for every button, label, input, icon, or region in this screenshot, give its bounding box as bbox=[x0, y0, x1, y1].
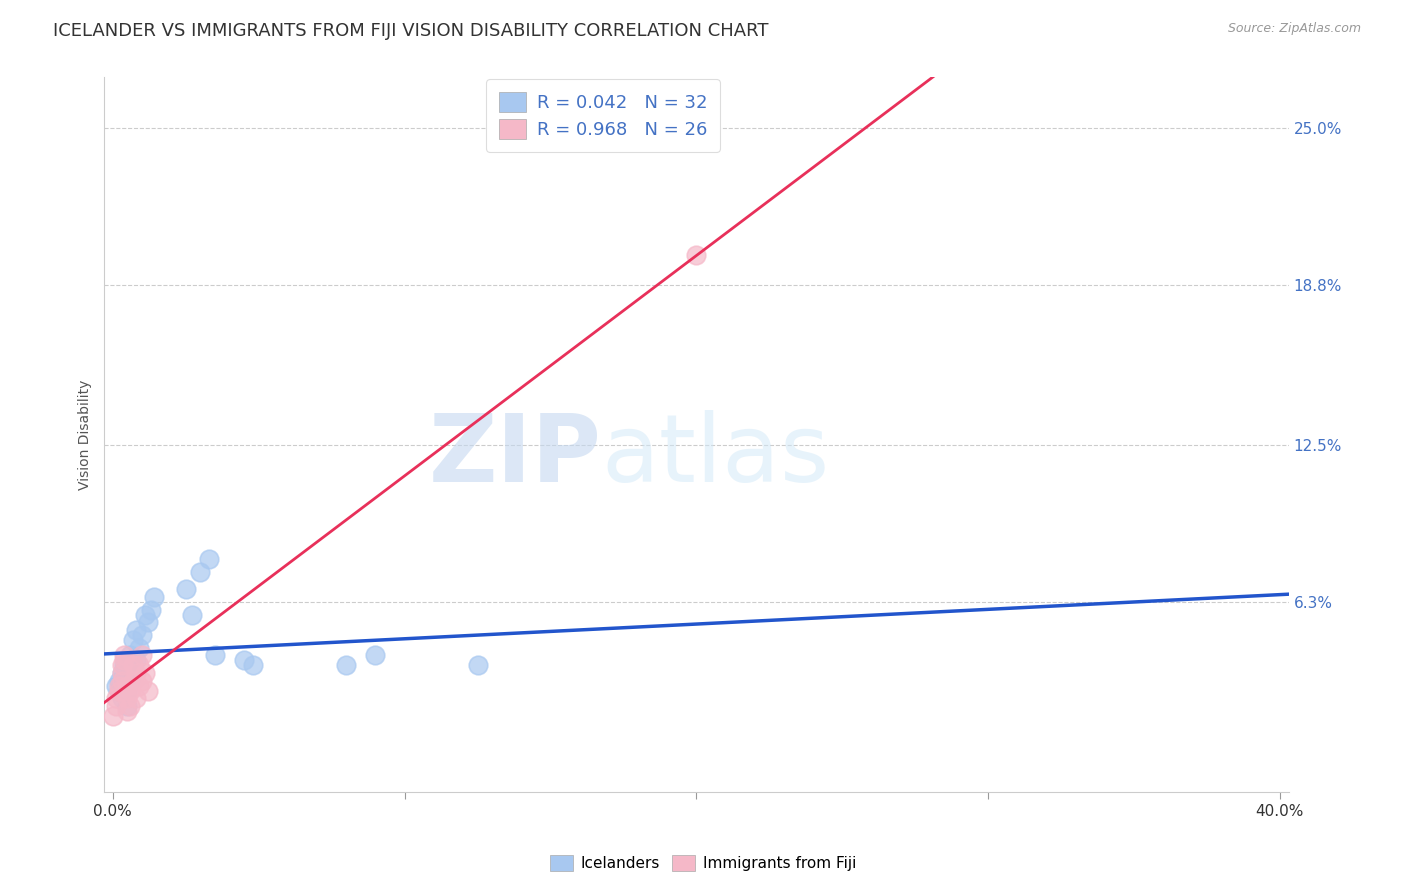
Point bbox=[335, 658, 357, 673]
Point bbox=[198, 552, 221, 566]
Point bbox=[242, 658, 264, 673]
Point bbox=[122, 673, 145, 688]
Point bbox=[120, 673, 142, 688]
Point bbox=[114, 679, 136, 693]
Point bbox=[117, 691, 139, 706]
Point bbox=[104, 699, 127, 714]
Point bbox=[110, 658, 132, 673]
Point bbox=[131, 673, 153, 688]
Point bbox=[128, 679, 150, 693]
Point bbox=[685, 248, 707, 262]
Point bbox=[131, 648, 153, 663]
Point bbox=[180, 607, 202, 622]
Text: ZIP: ZIP bbox=[429, 410, 602, 502]
Point bbox=[110, 691, 132, 706]
Text: Source: ZipAtlas.com: Source: ZipAtlas.com bbox=[1227, 22, 1361, 36]
Point bbox=[122, 658, 145, 673]
Point bbox=[136, 615, 159, 630]
Point bbox=[233, 653, 256, 667]
Point bbox=[104, 691, 127, 706]
Point bbox=[188, 565, 211, 579]
Point bbox=[122, 633, 145, 648]
Point bbox=[117, 699, 139, 714]
Point bbox=[120, 648, 142, 663]
Point bbox=[120, 683, 142, 698]
Point bbox=[134, 607, 156, 622]
Point bbox=[134, 666, 156, 681]
Point bbox=[117, 683, 139, 698]
Y-axis label: Vision Disability: Vision Disability bbox=[79, 380, 93, 490]
Point bbox=[114, 653, 136, 667]
Point bbox=[204, 648, 226, 663]
Point bbox=[128, 658, 150, 673]
Point bbox=[139, 603, 162, 617]
Point bbox=[122, 658, 145, 673]
Point bbox=[125, 691, 148, 706]
Point bbox=[114, 658, 136, 673]
Point bbox=[110, 666, 132, 681]
Legend: Icelanders, Immigrants from Fiji: Icelanders, Immigrants from Fiji bbox=[544, 849, 862, 877]
Legend: R = 0.042   N = 32, R = 0.968   N = 26: R = 0.042 N = 32, R = 0.968 N = 26 bbox=[486, 79, 720, 152]
Point bbox=[128, 640, 150, 655]
Point bbox=[107, 683, 129, 698]
Point bbox=[174, 582, 197, 597]
Point bbox=[467, 658, 489, 673]
Point bbox=[364, 648, 387, 663]
Point bbox=[125, 666, 148, 681]
Text: ICELANDER VS IMMIGRANTS FROM FIJI VISION DISABILITY CORRELATION CHART: ICELANDER VS IMMIGRANTS FROM FIJI VISION… bbox=[53, 22, 769, 40]
Point bbox=[114, 648, 136, 663]
Text: atlas: atlas bbox=[602, 410, 830, 502]
Point bbox=[110, 666, 132, 681]
Point bbox=[117, 704, 139, 718]
Point bbox=[142, 590, 165, 604]
Point bbox=[110, 673, 132, 688]
Point bbox=[117, 679, 139, 693]
Point bbox=[120, 699, 142, 714]
Point bbox=[107, 673, 129, 688]
Point bbox=[136, 683, 159, 698]
Point bbox=[125, 623, 148, 637]
Point bbox=[101, 709, 124, 723]
Point bbox=[107, 683, 129, 698]
Point bbox=[107, 679, 129, 693]
Point bbox=[125, 653, 148, 667]
Point bbox=[131, 628, 153, 642]
Point bbox=[104, 679, 127, 693]
Point bbox=[117, 666, 139, 681]
